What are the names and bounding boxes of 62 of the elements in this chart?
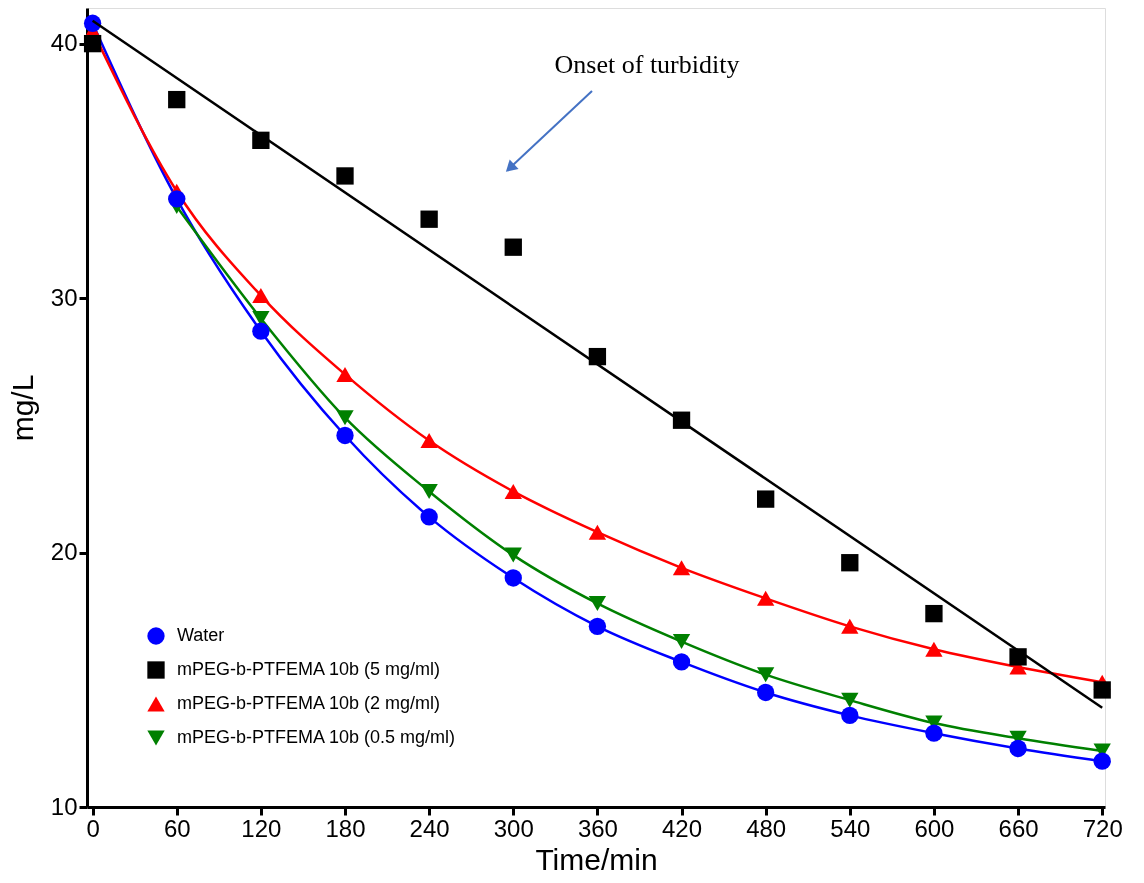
point <box>757 490 775 508</box>
x-tick-label: 120 <box>241 814 282 842</box>
point <box>252 288 270 304</box>
y-tick-label: 40 <box>50 29 78 57</box>
point <box>252 322 270 340</box>
x-tick-label: 660 <box>998 814 1039 842</box>
point <box>1009 739 1027 758</box>
point <box>588 595 607 611</box>
x-tick-label: 0 <box>86 814 100 842</box>
x-tick-label: 720 <box>1082 814 1123 842</box>
point <box>420 483 438 499</box>
x-tick-label: 300 <box>493 814 534 842</box>
x-tick-label: 480 <box>746 814 787 842</box>
point <box>841 554 859 572</box>
point <box>757 667 775 683</box>
x-tick-label: 60 <box>163 814 191 842</box>
point <box>1093 681 1111 699</box>
annotation: Onset of turbidity <box>554 50 740 79</box>
point <box>168 90 186 109</box>
x-axis-title: Time/min <box>535 842 658 876</box>
x-tick-label: 240 <box>409 814 450 842</box>
point <box>672 653 691 671</box>
point <box>588 617 607 635</box>
point <box>420 433 438 449</box>
x-tick-label: 420 <box>662 814 703 842</box>
point <box>83 34 102 53</box>
point <box>1093 752 1111 770</box>
point <box>420 210 438 228</box>
point <box>420 508 438 526</box>
point <box>757 590 775 606</box>
point <box>925 604 943 623</box>
point <box>336 167 354 185</box>
x-tick-label: 600 <box>914 814 955 842</box>
point <box>1009 648 1027 666</box>
y-axis-title: mg/L <box>5 374 39 442</box>
legend-label: mPEG-b-PTFEMA 10b (0.5 mg/ml) <box>177 727 456 747</box>
point <box>757 683 775 702</box>
y-tick-label: 30 <box>50 283 78 311</box>
x-tick-label: 360 <box>577 814 618 842</box>
y-tick-label: 20 <box>50 538 78 566</box>
legend-label: mPEG-b-PTFEMA 10b (5 mg/ml) <box>177 659 441 679</box>
point <box>504 238 522 256</box>
legend-label: mPEG-b-PTFEMA 10b (2 mg/ml) <box>177 693 441 713</box>
point <box>168 190 186 208</box>
point <box>336 410 354 426</box>
point <box>925 724 943 742</box>
point <box>841 692 859 708</box>
point <box>672 560 691 576</box>
point <box>504 483 522 499</box>
point <box>841 618 859 634</box>
x-tick-label: 540 <box>830 814 871 842</box>
point <box>925 641 943 657</box>
y-tick-label: 10 <box>50 792 78 820</box>
point <box>336 426 354 445</box>
point <box>504 547 522 563</box>
point <box>504 569 522 587</box>
point <box>336 366 354 382</box>
x-tick-label: 180 <box>325 814 366 842</box>
legend-label: Water <box>177 625 225 645</box>
point <box>841 706 859 725</box>
point <box>672 634 691 650</box>
point <box>588 524 607 540</box>
